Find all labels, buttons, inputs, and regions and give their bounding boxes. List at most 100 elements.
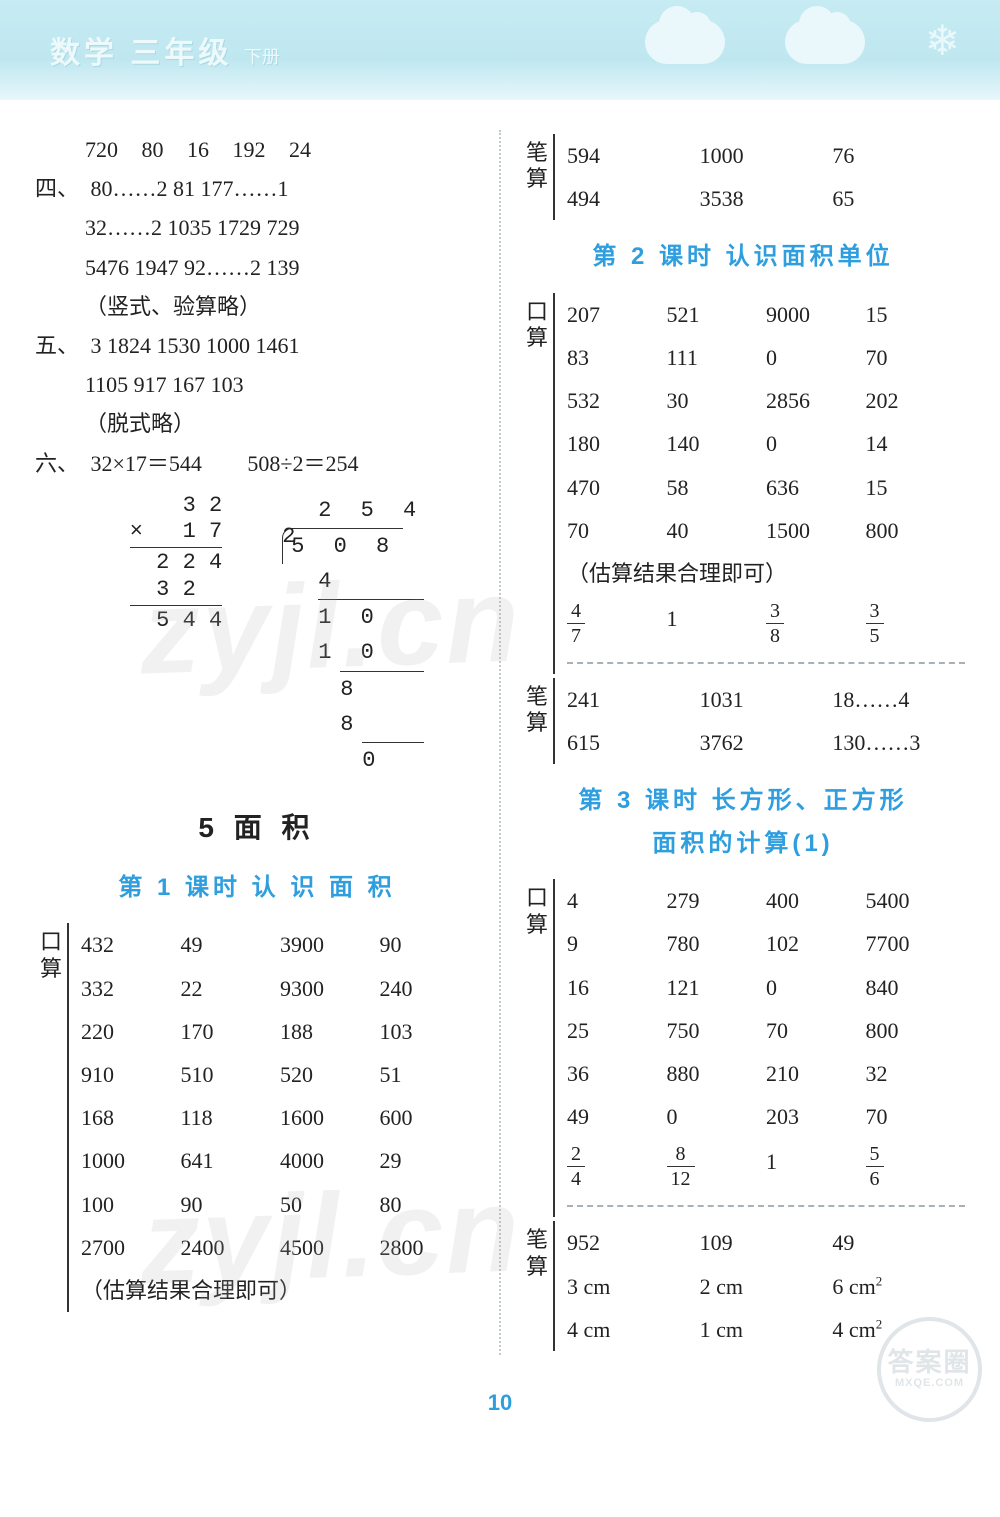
grid-row: 43249390090 [81, 923, 479, 966]
fraction-num: 3 [866, 601, 884, 624]
stamp-text: 答案圈 [887, 1349, 971, 1376]
cell: 1 [667, 601, 767, 646]
dashed-separator [567, 1205, 965, 1207]
cell: 58 [667, 470, 767, 505]
cell: 240 [380, 971, 480, 1006]
equation: 32×17＝544 [91, 451, 202, 476]
fraction: 35 [866, 601, 884, 646]
cell: 14 [866, 426, 966, 461]
note: （竖式、验算略） [35, 287, 479, 326]
cell: 192 [233, 132, 266, 167]
cell: 780 [667, 926, 767, 961]
bisuan-block: 笔算 241103118……46153762130……3 [521, 678, 965, 764]
cell: 130……3 [832, 725, 965, 760]
cell: 70 [766, 1013, 866, 1048]
cell: 279 [667, 883, 767, 918]
grid-row: 332229300240 [81, 967, 479, 1010]
block-body: 594100076494353865 [553, 134, 965, 220]
cell: 1 cm [700, 1312, 833, 1347]
cell: 0 [766, 970, 866, 1005]
grid-row: 180140014 [567, 422, 965, 465]
fraction-num: 2 [567, 1144, 585, 1167]
block-label: 笔算 [521, 1221, 553, 1351]
cell: 7700 [866, 926, 966, 961]
grid-row: 1681181600600 [81, 1096, 479, 1139]
cell: 1031 [700, 682, 833, 717]
quotient: 2 5 4 [282, 493, 424, 528]
cell: 9300 [280, 971, 380, 1006]
calc-line: 0 [282, 743, 424, 778]
cell: 103 [380, 1014, 480, 1049]
cell: 22 [181, 971, 281, 1006]
equation: 508÷2＝254 [247, 451, 358, 476]
grid-row: 49020370 [567, 1095, 965, 1138]
cell: 36 [567, 1056, 667, 1091]
section-label: 四、 [35, 171, 85, 206]
cell: 24 [289, 132, 311, 167]
cell: 203 [766, 1099, 866, 1134]
grid-row: 532302856202 [567, 379, 965, 422]
cell: 720 [85, 132, 118, 167]
block-label: 口算 [521, 879, 553, 1217]
grid-row: 4705863615 [567, 466, 965, 509]
grid-row: 161210840 [567, 966, 965, 1009]
cell: 800 [866, 1013, 966, 1048]
cell: 220 [81, 1014, 181, 1049]
grid-row: 24812156 [567, 1138, 965, 1195]
answer-row: 32……2 1035 1729 729 [35, 208, 479, 247]
calc-line: 3 2 [130, 577, 222, 603]
cell: 880 [667, 1056, 767, 1091]
note: （脱式略） [35, 404, 479, 443]
grid-row: 4713835 [567, 595, 965, 652]
grid-row: 95210949 [567, 1221, 965, 1264]
cell: 80 [380, 1187, 480, 1222]
block-body: 241103118……46153762130……3 [553, 678, 965, 764]
cell: 1600 [280, 1100, 380, 1135]
cell: 49 [832, 1225, 965, 1260]
cell: 615 [567, 725, 700, 760]
cloud-icon [645, 20, 725, 64]
cell: 109 [700, 1225, 833, 1260]
block-body: 4324939009033222930024022017018810391051… [67, 923, 479, 1312]
cell: 521 [667, 297, 767, 332]
cell: 16 [567, 970, 667, 1005]
cell: 90 [181, 1187, 281, 1222]
grid-row: 100905080 [81, 1183, 479, 1226]
cell: 520 [280, 1057, 380, 1092]
block-body: 2075219000158311107053230285620218014001… [553, 293, 965, 674]
cell: 2 cm [700, 1269, 833, 1304]
block-label: 口算 [521, 293, 553, 674]
block-label: 口算 [35, 923, 67, 1312]
calc-line: 4 [282, 564, 424, 599]
cell: 9000 [766, 297, 866, 332]
cell: 76 [832, 138, 965, 173]
calc-line: 5 4 4 [130, 608, 222, 634]
grid-row: 6153762130……3 [567, 721, 965, 764]
stamp-line: 答案 [887, 1347, 943, 1377]
cell: 25 [567, 1013, 667, 1048]
fraction-num: 8 [667, 1144, 695, 1167]
stamp-line: 圈 [944, 1347, 972, 1377]
right-column: 笔算 594100076494353865 第 2 课时 认识面积单位 口算 2… [506, 130, 980, 1355]
cell: 910 [81, 1057, 181, 1092]
grid-row: 97801027700 [567, 922, 965, 965]
lesson-heading: 第 2 课时 认识面积单位 [521, 238, 965, 276]
lesson-heading: 面积的计算(1) [521, 825, 965, 863]
fraction-den: 4 [567, 1167, 585, 1189]
dashed-separator [567, 662, 965, 664]
page-body: 720 80 16 192 24 四、 80……2 81 177……1 32……… [0, 100, 1000, 1385]
cell: 188 [280, 1014, 380, 1049]
cell: 50 [280, 1187, 380, 1222]
cell: 49 [567, 1099, 667, 1134]
cell: 510 [181, 1057, 281, 1092]
cell: 5476 1947 92……2 139 [85, 255, 300, 280]
fraction-den: 6 [866, 1167, 884, 1189]
cell: 49 [181, 927, 281, 962]
cell: 24 [567, 1144, 667, 1189]
cell: 140 [667, 426, 767, 461]
cell: 32 [866, 1056, 966, 1091]
cell: 332 [81, 971, 181, 1006]
grid-row: 207521900015 [567, 293, 965, 336]
worked-calcs: 3 2 × 1 7 2 2 4 3 2 5 4 4 2 5 4 2 5 0 8 … [35, 493, 479, 779]
grid-row: 91051052051 [81, 1053, 479, 1096]
